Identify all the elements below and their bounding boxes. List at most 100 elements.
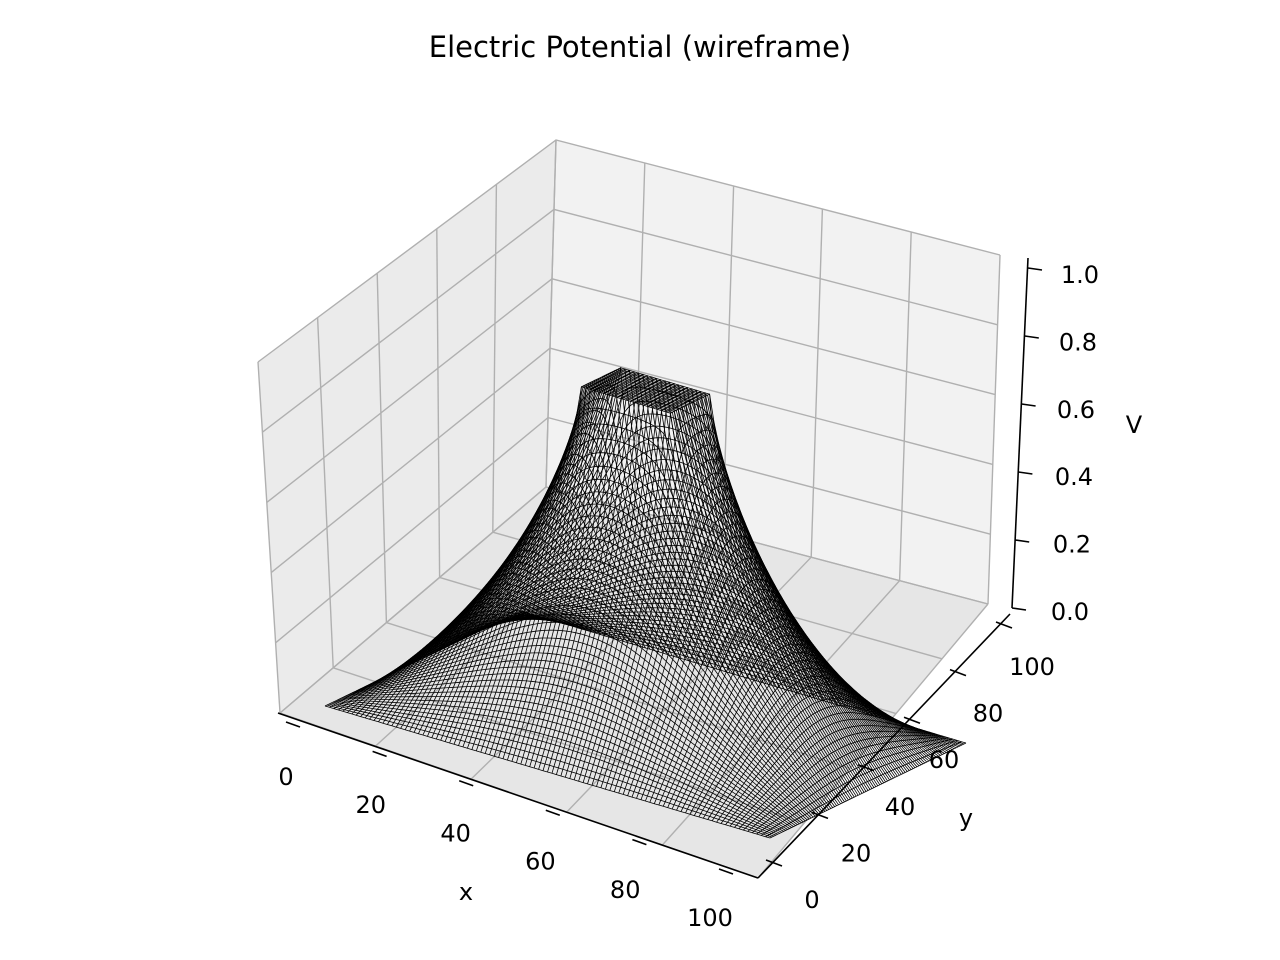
wire-line-x [507, 368, 704, 761]
back-pane [546, 140, 1000, 604]
wire-line-x [538, 377, 735, 770]
x-tick-mark [372, 750, 387, 758]
wire-line-x [484, 421, 682, 754]
z-tick-mark [1024, 335, 1039, 339]
grid-line-x-back [810, 208, 824, 558]
y-tick-mark [857, 764, 875, 772]
tick-labels: 0204060801000204060801000.00.20.40.60.81… [278, 261, 1099, 932]
z-tick-mark [1015, 539, 1030, 543]
z-tick-label: 0.8 [1059, 328, 1097, 356]
wire-line-x [524, 373, 722, 766]
y-axis-line [757, 613, 1011, 879]
x-tick-mark [632, 838, 647, 846]
wire-line-x [667, 608, 865, 808]
wire-line-x [569, 386, 767, 779]
wire-line-x [418, 549, 615, 734]
wire-line-x [502, 367, 700, 759]
wire-line-x [734, 725, 931, 828]
wire-line-x [347, 617, 544, 713]
wire-line-x [636, 535, 833, 799]
grid-line-y-left [545, 139, 557, 488]
wire-line-x [378, 597, 575, 723]
wire-line-x [449, 499, 646, 744]
wire-line-x [613, 472, 811, 792]
wire-line-x [725, 712, 922, 826]
grid-line-z [257, 139, 1001, 363]
y-tick-label: 80 [973, 700, 1004, 728]
potential-surface [324, 367, 967, 839]
wire-line-x [600, 429, 798, 788]
left-pane [258, 140, 556, 713]
y-tick-mark [903, 716, 921, 724]
wire-line-x [662, 598, 860, 807]
y-tick-label: 20 [841, 839, 872, 867]
wire-line-x [591, 393, 789, 786]
wire-line-x [573, 388, 771, 781]
wire-line-x [533, 376, 731, 769]
z-tick-mark [1027, 267, 1043, 271]
wire-line-x [587, 392, 784, 785]
wire-line-x [676, 626, 873, 811]
wire-line-x [716, 698, 913, 823]
z-tick-mark [1011, 607, 1027, 611]
grid-line-y-floor [492, 531, 943, 660]
wire-line-x [743, 734, 940, 831]
grid-line-y-left [257, 361, 281, 714]
wire-line-x [556, 382, 753, 775]
x-tick-label: 80 [610, 876, 641, 904]
z-axis-label: V [1126, 411, 1143, 439]
wire-line-x [467, 463, 664, 749]
z-tick-label: 0.2 [1053, 531, 1091, 559]
y-tick-label: 60 [929, 746, 960, 774]
x-tick-label: 20 [356, 791, 387, 819]
wire-line-x [622, 498, 820, 795]
z-tick-label: 0.0 [1051, 598, 1089, 626]
grid-line-y-left [376, 273, 388, 623]
wire-line-x [462, 473, 660, 748]
wire-line-x [382, 593, 580, 724]
wire-line-x [631, 523, 829, 798]
y-tick-mark [811, 811, 829, 820]
y-tick-mark [949, 668, 967, 677]
wire-line-x [516, 371, 713, 763]
wire-line-x [453, 491, 651, 745]
x-tick-label: 40 [440, 819, 471, 847]
x-tick-mark [458, 780, 474, 787]
grid-line-x-back [987, 254, 1001, 605]
z-tick-label: 1.0 [1061, 261, 1099, 289]
wire-line-x [458, 482, 655, 746]
x-tick-mark [545, 809, 561, 816]
y-tick-label: 100 [1009, 653, 1055, 681]
wire-line-x [698, 668, 896, 818]
wire-line-x [627, 511, 824, 796]
floor-pane [280, 487, 988, 878]
wire-line-x [609, 458, 807, 791]
wire-line-x [729, 718, 927, 827]
wire-line-x [605, 444, 802, 790]
wire-line-x [618, 485, 816, 794]
x-tick-mark [718, 868, 734, 875]
chart-title: Electric Potential (wireframe) [429, 30, 851, 64]
grid-line-x-back [898, 231, 912, 581]
wire-line-x [360, 614, 557, 717]
wire-line-x [480, 432, 678, 753]
wire-line-x [413, 555, 611, 733]
z-tick-label: 0.6 [1057, 396, 1095, 424]
x-tick-label: 100 [687, 904, 733, 932]
wire-line-x [582, 391, 780, 783]
wire-line-x [711, 691, 909, 822]
x-tick-label: 0 [278, 763, 293, 791]
grid-line-y-left [436, 228, 441, 578]
wire-line-x [547, 380, 744, 773]
wire-line-x [475, 443, 673, 752]
y-tick-label: 40 [885, 793, 916, 821]
wire-line-x [578, 389, 775, 782]
wire-line-x [702, 675, 900, 819]
z-axis-line [1011, 257, 1029, 609]
wire-line-x [364, 610, 562, 719]
x-tick-label: 60 [525, 848, 556, 876]
wire-line-x [769, 742, 967, 839]
axis-lines [277, 257, 1029, 879]
wire-line-x [564, 385, 762, 778]
